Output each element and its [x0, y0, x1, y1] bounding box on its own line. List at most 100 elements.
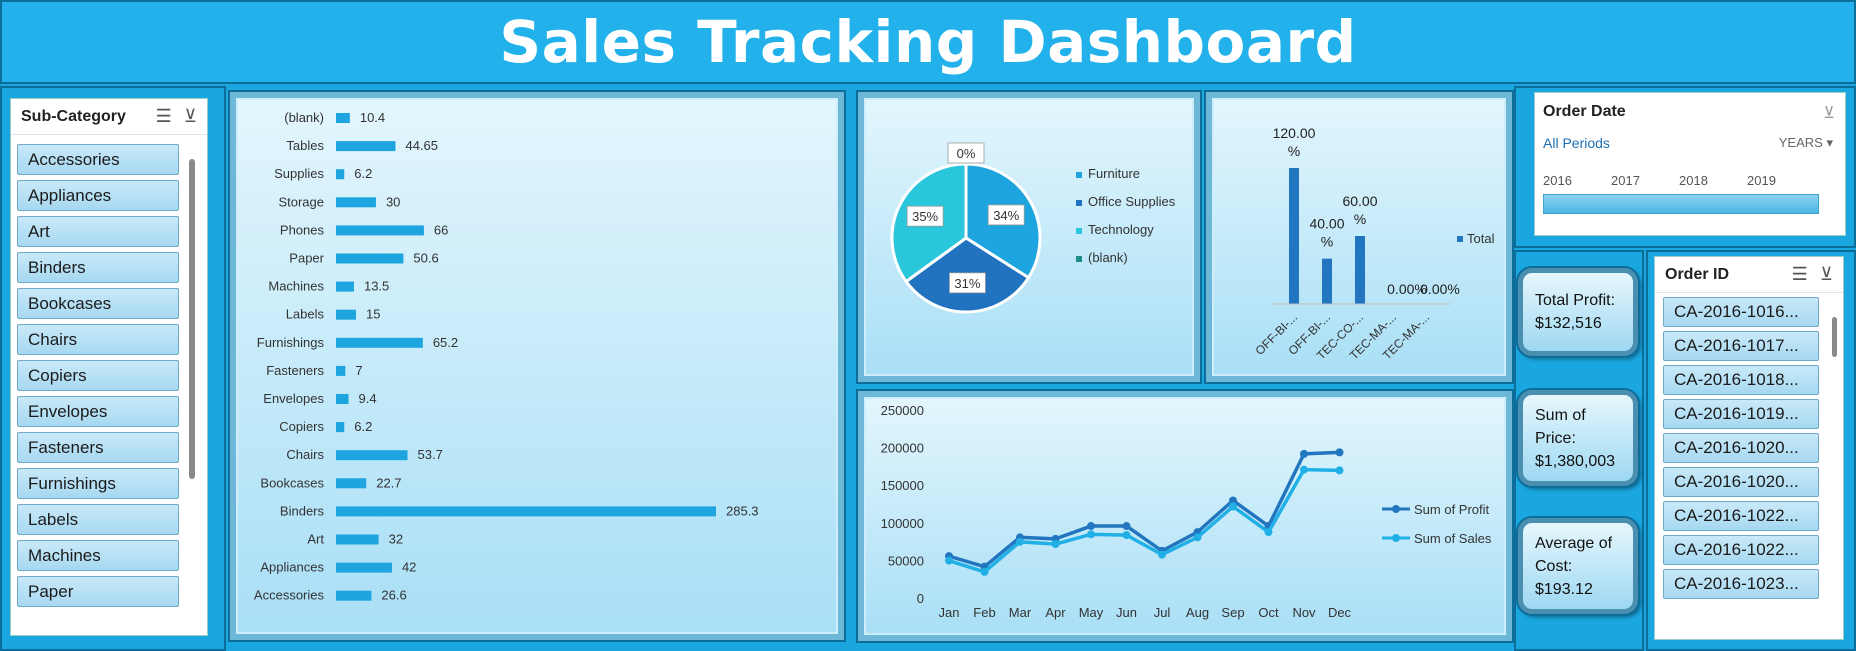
bar-value-label: 285.3	[726, 503, 759, 518]
subcategory-item[interactable]: Machines	[17, 540, 179, 571]
clear-filter-icon[interactable]: ⊻	[1823, 105, 1835, 122]
subcategory-item[interactable]: Art	[17, 216, 179, 247]
bar-value-label: 53.7	[418, 447, 443, 462]
pie-data-label: 31%	[954, 276, 980, 291]
bar-value-label: 22.7	[376, 475, 401, 490]
order-date-title: Order Date	[1543, 103, 1626, 120]
order-id-scrollbar[interactable]	[1832, 317, 1837, 357]
series-point	[1122, 522, 1131, 531]
column	[1355, 236, 1365, 304]
total-profit-value: $132,516	[1535, 315, 1602, 332]
legend-label: Sum of Profit	[1414, 502, 1490, 517]
subcategory-item[interactable]: Appliances	[17, 180, 179, 211]
subcategory-item[interactable]: Binders	[17, 252, 179, 283]
bar	[336, 562, 392, 573]
order-id-item[interactable]: CA-2016-1022...	[1663, 501, 1819, 531]
subcategory-item[interactable]: Copiers	[17, 360, 179, 391]
subcategory-item[interactable]: Fasteners	[17, 432, 179, 463]
bar	[336, 590, 372, 601]
bar-category-label: Art	[307, 532, 324, 547]
column-value-label: 0.00%	[1387, 281, 1427, 297]
bar-category-label: Fasteners	[266, 363, 324, 378]
series-point	[1193, 533, 1202, 542]
subcategory-slicer-title: Sub-Category	[21, 107, 126, 125]
legend-swatch	[1076, 200, 1082, 206]
order-id-item[interactable]: CA-2016-1020...	[1663, 433, 1819, 463]
clear-filter-icon[interactable]: ⊻	[1819, 264, 1833, 284]
subcategory-item[interactable]: Chairs	[17, 324, 179, 355]
year-label[interactable]: 2018	[1679, 173, 1708, 188]
bar-value-label: 65.2	[433, 335, 458, 350]
legend-swatch	[1076, 172, 1082, 178]
bar-category-label: Supplies	[274, 166, 324, 181]
bar	[336, 394, 349, 404]
x-tick-label: Jun	[1116, 605, 1137, 620]
order-id-item[interactable]: CA-2016-1017...	[1663, 331, 1819, 361]
order-id-title: Order ID	[1665, 265, 1730, 283]
bar-value-label: 42	[402, 560, 416, 575]
legend-swatch	[1076, 228, 1082, 234]
bar-category-label: Storage	[278, 194, 324, 209]
subcategory-item[interactable]: Envelopes	[17, 396, 179, 427]
title-bar: Sales Tracking Dashboard	[0, 0, 1856, 84]
series-point	[1087, 530, 1095, 539]
subcategory-item[interactable]: Labels	[17, 504, 179, 535]
order-id-item[interactable]: CA-2016-1019...	[1663, 399, 1819, 429]
series-point	[1264, 528, 1273, 537]
bar-value-label: 10.4	[360, 110, 385, 125]
order-id-list: CA-2016-1016... CA-2016-1017... CA-2016-10…	[1655, 297, 1843, 599]
product-column-chart: 120.00% OFF-BI-... 40.00% OFF-BI-... 60.00% T…	[1206, 92, 1512, 382]
total-profit-label: Total Profit:	[1535, 292, 1616, 309]
bar	[336, 365, 346, 376]
multi-select-icon[interactable]: ☰	[1791, 264, 1808, 284]
multi-select-icon[interactable]: ☰	[155, 106, 172, 126]
column-value-label-unit: %	[1354, 211, 1366, 227]
order-id-item[interactable]: CA-2016-1022...	[1663, 535, 1819, 565]
order-id-item[interactable]: CA-2016-1023...	[1663, 569, 1819, 599]
subcategory-item[interactable]: Bookcases	[17, 288, 179, 319]
subcategory-slicer-header: Sub-Category ☰ ⊻	[11, 99, 207, 135]
bar-category-label: Tables	[286, 138, 324, 153]
bar-value-label: 50.6	[413, 251, 438, 266]
clear-filter-icon[interactable]: ⊻	[183, 106, 197, 126]
bar-value-label: 15	[366, 307, 380, 322]
bar-category-label: Phones	[280, 222, 325, 237]
legend-label: Furniture	[1088, 166, 1140, 181]
column-value-label: 120.00	[1273, 125, 1316, 141]
subcategory-scrollbar[interactable]	[189, 159, 195, 479]
monthly-line-chart: 250000 200000 150000 100000 50000 0 Jan Feb Mar A…	[858, 391, 1512, 641]
chevron-down-icon: ▾	[1826, 135, 1833, 150]
bar-value-label: 26.6	[381, 588, 406, 603]
bar	[336, 478, 367, 489]
x-tick-label: Dec	[1328, 605, 1352, 620]
y-tick-label: 150000	[881, 478, 924, 493]
x-tick-label: Jul	[1154, 605, 1171, 620]
series-point	[1229, 502, 1237, 511]
subcategory-item[interactable]: Furnishings	[17, 468, 179, 499]
order-id-item[interactable]: CA-2016-1018...	[1663, 365, 1819, 395]
series-line	[948, 467, 1340, 574]
subcategory-item[interactable]: Accessories	[17, 144, 179, 175]
legend-marker	[1392, 534, 1400, 542]
year-label[interactable]: 2017	[1611, 173, 1640, 188]
bar-value-label: 6.2	[354, 166, 372, 181]
time-level-dropdown[interactable]: YEARS ▾	[1779, 135, 1833, 151]
bar-value-label: 44.65	[405, 138, 438, 153]
legend-label: Total	[1467, 231, 1495, 246]
avg-cost-label-2: Cost:	[1535, 557, 1573, 575]
order-id-slicer: Order ID ☰ ⊻ CA-2016-1016... CA-2016-1017…	[1654, 256, 1844, 640]
column-value-label: 60.00	[1342, 193, 1377, 209]
time-level-value: YEARS	[1778, 135, 1823, 150]
dashboard-title: Sales Tracking Dashboard	[499, 8, 1357, 76]
order-id-item[interactable]: CA-2016-1016...	[1663, 297, 1819, 327]
bar	[336, 534, 379, 545]
year-label[interactable]: 2019	[1747, 173, 1776, 188]
subcategory-item[interactable]: Paper	[17, 576, 179, 607]
bar	[336, 141, 396, 152]
timeline-bar[interactable]	[1543, 194, 1819, 214]
order-id-item[interactable]: CA-2016-1020...	[1663, 467, 1819, 497]
series-point	[1229, 496, 1237, 505]
x-tick-label: Mar	[1009, 605, 1032, 620]
bar-category-label: Labels	[286, 307, 325, 322]
year-label[interactable]: 2016	[1543, 173, 1572, 188]
